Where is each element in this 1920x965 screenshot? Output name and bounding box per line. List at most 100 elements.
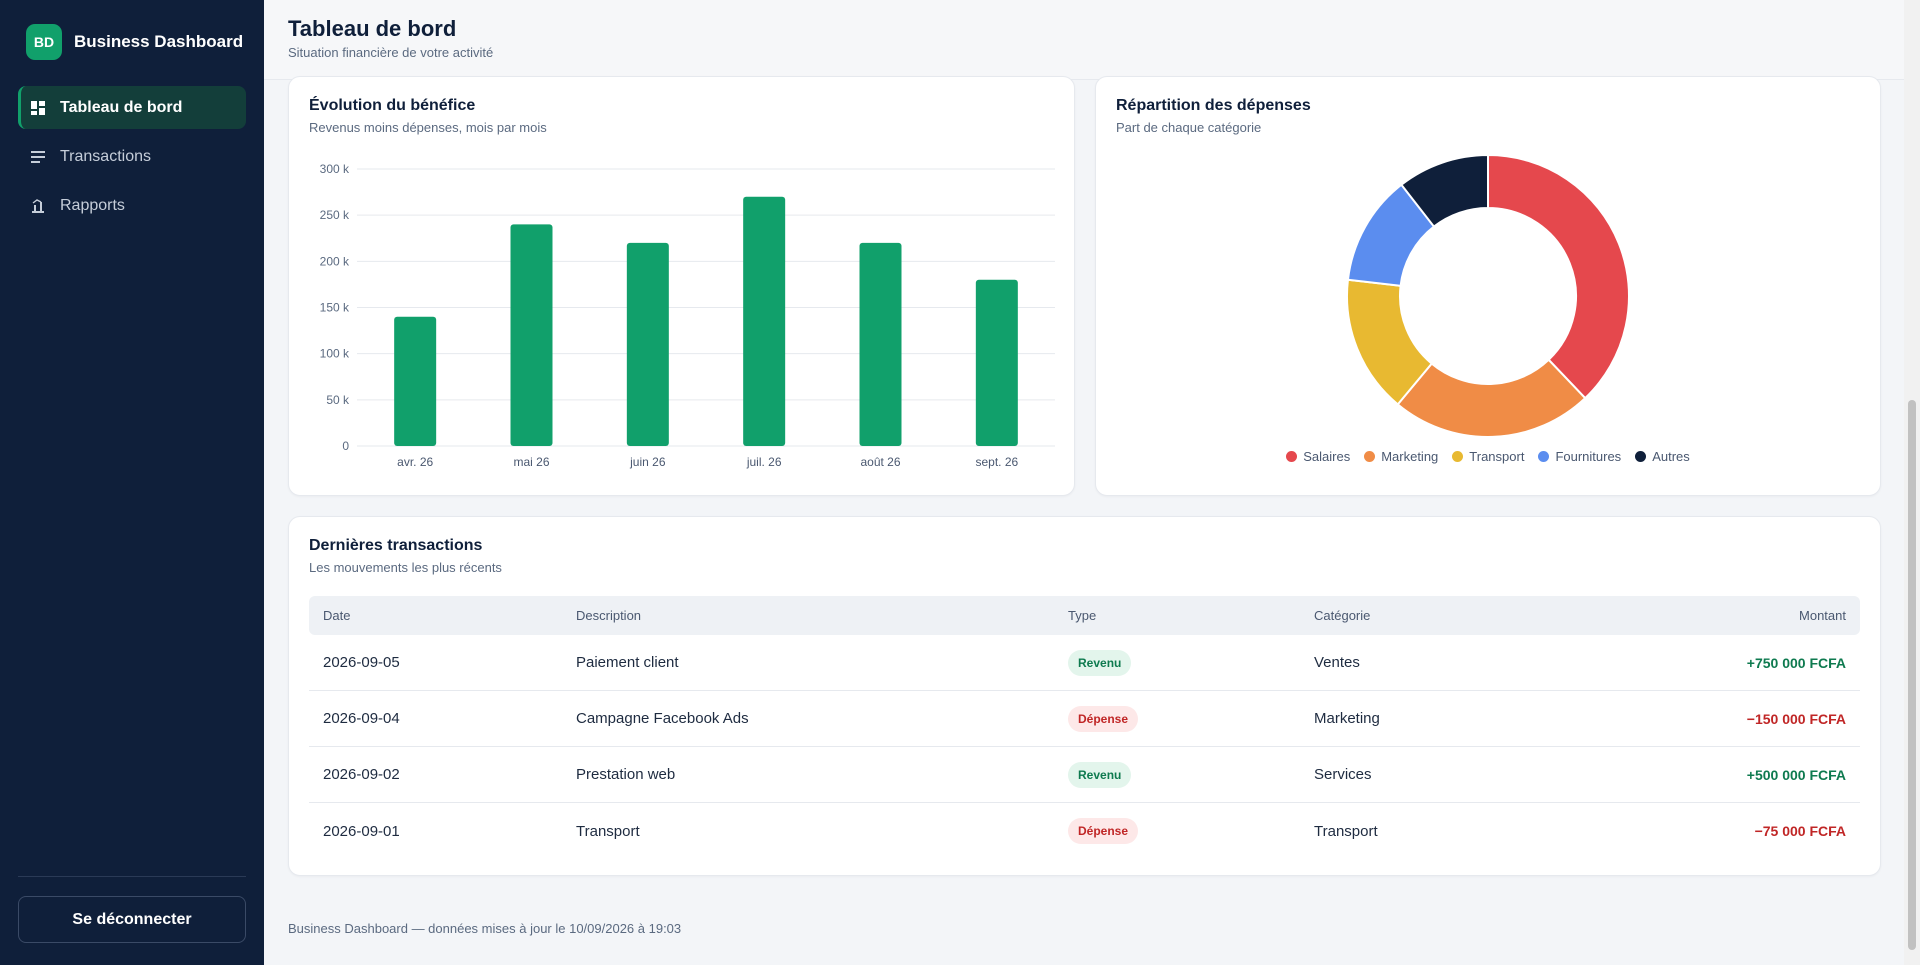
cell-category: Transport	[1314, 822, 1378, 840]
table-row[interactable]: 2026-09-02 Prestation web Revenu Service…	[309, 747, 1860, 803]
table-header: Date Description Type Catégorie Montant	[309, 596, 1860, 635]
bar[interactable]	[859, 242, 902, 446]
transactions-card: Dernières transactions Les mouvements le…	[288, 516, 1881, 876]
expenses-chart-subtitle: Part de chaque catégorie	[1116, 120, 1262, 135]
legend-swatch	[1635, 451, 1647, 462]
cell-date: 2026-09-01	[323, 822, 400, 840]
legend-swatch	[1538, 451, 1550, 462]
cell-type: Dépense	[1068, 705, 1314, 732]
legend-swatch	[1452, 451, 1464, 462]
cell-category: Marketing	[1314, 710, 1380, 727]
y-tick-label: 50 k	[326, 393, 350, 407]
type-badge-expense: Dépense	[1068, 818, 1139, 844]
bar[interactable]	[510, 224, 553, 446]
cell-description: Transport	[576, 822, 640, 840]
profit-chart-card: Évolution du bénéfice Revenus moins dépe…	[288, 76, 1075, 496]
sidebar-item-label: Transactions	[60, 147, 151, 165]
y-tick-label: 200 k	[320, 254, 350, 268]
legend-label: Transport	[1469, 449, 1525, 464]
brand[interactable]: BD Business Dashboard	[26, 24, 243, 60]
page-header: Tableau de bord Situation financière de …	[264, 0, 1904, 80]
donut-slice-autres[interactable]	[1399, 153, 1489, 228]
bar[interactable]	[394, 316, 437, 446]
sidebar-item-label: Rapports	[60, 196, 125, 214]
donut-slice-salaires[interactable]	[1487, 153, 1630, 400]
profit-chart-subtitle: Revenus moins dépenses, mois par mois	[309, 120, 547, 135]
bar[interactable]	[975, 279, 1018, 446]
cell-date: 2026-09-05	[323, 654, 400, 671]
bar[interactable]	[743, 196, 786, 446]
profit-bar-chart: 0 50 k 100 k 150 k 200 k 250 k 300 k avr. 26 mai…	[320, 162, 1055, 469]
page-title: Tableau de bord	[288, 16, 457, 41]
logout-button[interactable]: Se déconnecter	[18, 896, 246, 943]
expenses-chart-title: Répartition des dépenses	[1116, 97, 1311, 114]
legend-item[interactable]: Salaires	[1286, 449, 1350, 464]
sidebar-item-reports[interactable]: Rapports	[18, 184, 246, 227]
column-header-date[interactable]: Date	[323, 608, 351, 623]
transactions-title: Dernières transactions	[309, 537, 483, 554]
transactions-table: Date Description Type Catégorie Montant …	[309, 596, 1860, 859]
legend-swatch	[1364, 451, 1376, 462]
legend-item[interactable]: Transport	[1452, 449, 1524, 464]
cell-type: Dépense	[1068, 818, 1314, 844]
column-header-description[interactable]: Description	[576, 608, 642, 623]
table-row[interactable]: 2026-09-05 Paiement client Revenu Ventes…	[309, 635, 1860, 691]
cell-category: Services	[1314, 766, 1372, 783]
legend-label: Salaires	[1303, 449, 1351, 464]
cell-amount: +750 000 FCFA	[1746, 654, 1846, 671]
list-lines-icon	[30, 149, 46, 165]
x-tick-label: avr. 26	[397, 455, 433, 469]
cell-amount: −150 000 FCFA	[1746, 710, 1846, 727]
scrollbar-thumb[interactable]	[1908, 400, 1916, 950]
sidebar-item-label: Tableau de bord	[60, 98, 183, 116]
cell-amount: +500 000 FCFA	[1746, 766, 1846, 783]
table-row[interactable]: 2026-09-04 Campagne Facebook Ads Dépense…	[309, 691, 1860, 747]
cell-description: Paiement client	[576, 654, 679, 671]
sidebar: BD Business Dashboard Tableau de bord Tr…	[0, 0, 264, 965]
y-tick-label: 300 k	[320, 162, 350, 176]
dashboard-grid-icon	[30, 100, 46, 116]
legend-label: Fournitures	[1555, 449, 1622, 464]
cell-amount: −75 000 FCFA	[1754, 823, 1846, 839]
y-tick-label: 250 k	[320, 208, 350, 222]
page-subtitle: Situation financière de votre activité	[288, 45, 494, 60]
cell-date: 2026-09-02	[323, 766, 400, 783]
scrollbar-track[interactable]	[1904, 0, 1920, 965]
legend-item[interactable]: Marketing	[1364, 449, 1438, 464]
x-tick-label: juin 26	[629, 455, 666, 469]
legend-swatch	[1286, 451, 1298, 462]
y-tick-label: 150 k	[320, 301, 350, 315]
sidebar-divider	[18, 876, 246, 877]
x-tick-label: juil. 26	[746, 455, 782, 469]
cell-category: Ventes	[1314, 654, 1360, 671]
profit-chart-title: Évolution du bénéfice	[309, 97, 476, 114]
column-header-amount[interactable]: Montant	[1799, 608, 1846, 623]
table-row[interactable]: 2026-09-01 Transport Dépense Transport −…	[309, 803, 1860, 859]
cell-type: Revenu	[1068, 649, 1314, 676]
sidebar-nav: Tableau de bord Transactions Rapports	[18, 86, 246, 233]
expenses-chart-card: Répartition des dépenses Part de chaque …	[1095, 76, 1881, 496]
type-badge-expense: Dépense	[1068, 705, 1139, 732]
bar[interactable]	[626, 242, 669, 446]
sidebar-item-dashboard[interactable]: Tableau de bord	[18, 86, 246, 129]
expenses-donut-chart	[1346, 153, 1630, 438]
app-name: Business Dashboard	[74, 32, 244, 51]
cell-description: Campagne Facebook Ads	[576, 710, 749, 727]
sidebar-item-transactions[interactable]: Transactions	[18, 135, 246, 178]
report-chart-icon	[30, 198, 46, 214]
x-tick-label: mai 26	[513, 455, 549, 469]
legend-label: Autres	[1652, 449, 1690, 464]
transactions-subtitle: Les mouvements les plus récents	[309, 560, 502, 575]
footer-status: Business Dashboard — données mises à jou…	[288, 921, 682, 936]
legend-label: Marketing	[1381, 449, 1439, 464]
legend-item[interactable]: Autres	[1635, 449, 1690, 464]
cell-type: Revenu	[1068, 761, 1314, 788]
type-badge-income: Revenu	[1068, 649, 1132, 676]
type-badge-income: Revenu	[1068, 761, 1132, 788]
column-header-type[interactable]: Type	[1068, 608, 1097, 623]
expenses-legend: Salaires Marketing Transport Fournitures Aut…	[1096, 449, 1880, 464]
legend-item[interactable]: Fournitures	[1538, 449, 1621, 464]
column-header-category[interactable]: Catégorie	[1314, 608, 1371, 623]
y-tick-label: 0	[342, 439, 349, 453]
app-logo: BD	[26, 24, 62, 60]
